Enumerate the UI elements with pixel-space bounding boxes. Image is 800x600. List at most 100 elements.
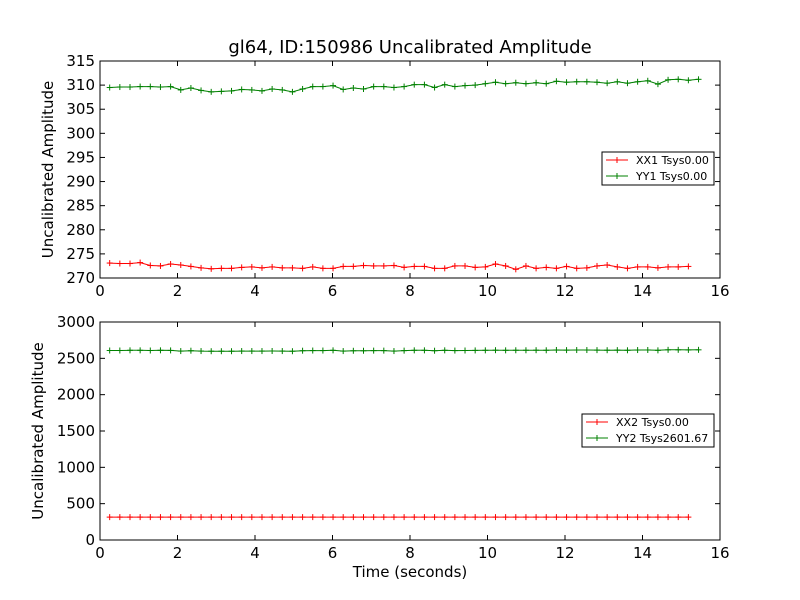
data-point-marker [563, 347, 570, 354]
data-point-marker [411, 81, 418, 88]
data-point-marker [553, 265, 560, 272]
data-point-marker [370, 514, 377, 521]
data-point-marker [441, 514, 448, 521]
data-point-marker [685, 263, 692, 270]
data-point-marker [492, 347, 499, 354]
data-point-marker [462, 82, 469, 89]
data-point-marker [573, 78, 580, 85]
data-point-marker [431, 514, 438, 521]
data-point-marker [401, 264, 408, 271]
data-point-marker [350, 85, 357, 92]
data-point-marker [604, 261, 611, 268]
data-point-marker [644, 514, 651, 521]
data-point-marker [319, 83, 326, 90]
data-point-marker [614, 347, 621, 354]
data-point-marker [299, 514, 306, 521]
data-point-marker [634, 78, 641, 85]
top-legend-entry: XX1 Tsys0.00 [606, 154, 709, 167]
data-point-marker [482, 514, 489, 521]
data-point-marker [106, 347, 113, 354]
data-point-marker [157, 347, 164, 354]
data-point-marker [502, 347, 509, 354]
data-point-marker [248, 86, 255, 93]
data-point-marker [228, 348, 235, 355]
data-point-marker [695, 76, 702, 83]
data-point-marker [208, 348, 215, 355]
data-point-marker [421, 347, 428, 354]
top-x-tick-label: 0 [95, 282, 105, 300]
legend-label: XX1 Tsys0.00 [636, 154, 709, 167]
data-point-marker [411, 347, 418, 354]
top-y-tick-label: 285 [66, 197, 95, 215]
top-y-tick-label: 295 [66, 148, 95, 166]
bottom-x-tick-label: 0 [95, 544, 105, 562]
bottom-y-tick-label: 0 [85, 531, 95, 549]
data-point-marker [319, 514, 326, 521]
data-point-marker [319, 347, 326, 354]
data-point-marker [543, 514, 550, 521]
data-point-marker [137, 347, 144, 354]
data-point-marker [462, 262, 469, 269]
data-point-marker [340, 86, 347, 93]
data-point-marker [177, 514, 184, 521]
data-point-marker [654, 81, 661, 88]
data-point-marker [279, 264, 286, 271]
data-point-marker [279, 514, 286, 521]
data-point-marker [116, 347, 123, 354]
bottom-legend: XX2 Tsys0.00 YY2 Tsys2601.67 [581, 413, 715, 448]
data-point-marker [563, 263, 570, 270]
data-point-marker [492, 514, 499, 521]
data-point-marker [594, 79, 601, 86]
top-x-tick-label: 12 [555, 282, 574, 300]
data-point-marker [401, 83, 408, 90]
data-point-marker [167, 347, 174, 354]
data-point-marker [624, 347, 631, 354]
data-point-marker [553, 346, 560, 353]
data-point-marker [482, 263, 489, 270]
data-point-marker [238, 264, 245, 271]
top-y-tick-label: 300 [66, 124, 95, 142]
data-point-marker [126, 347, 133, 354]
data-point-marker [106, 260, 113, 267]
data-point-marker [675, 76, 682, 83]
data-point-marker [522, 347, 529, 354]
data-point-marker [299, 85, 306, 92]
data-point-marker [299, 347, 306, 354]
data-point-marker [167, 261, 174, 268]
bottom-y-tick-label: 3000 [57, 313, 95, 331]
data-point-marker [390, 348, 397, 355]
data-point-marker [441, 265, 448, 272]
bottom-series-1 [106, 514, 692, 521]
data-point-marker [147, 262, 154, 269]
data-point-marker [319, 265, 326, 272]
data-point-marker [451, 514, 458, 521]
top-y-tick-label: 270 [66, 269, 95, 287]
data-point-marker [248, 348, 255, 355]
data-point-marker [654, 264, 661, 271]
data-point-marker [543, 264, 550, 271]
data-point-marker [167, 83, 174, 90]
data-point-marker [543, 347, 550, 354]
top-legend-box [601, 151, 715, 186]
data-point-marker [258, 264, 265, 271]
data-point-marker [309, 263, 316, 270]
data-point-marker [360, 514, 367, 521]
data-point-marker [218, 88, 225, 95]
data-point-marker [654, 347, 661, 354]
data-point-marker [675, 346, 682, 353]
data-point-marker [644, 346, 651, 353]
data-point-marker [228, 265, 235, 272]
data-point-marker [451, 262, 458, 269]
bottom-series-2 [106, 346, 702, 355]
data-point-marker [472, 82, 479, 89]
data-point-marker [421, 81, 428, 88]
bottom-panel: 0 2 4 6 8 10 12 14 16 0 500 1000 1500 2000 2500 3000 Unc… [29, 313, 730, 562]
data-point-marker [431, 265, 438, 272]
data-point-marker [553, 78, 560, 85]
data-point-marker [462, 514, 469, 521]
data-point-marker [187, 85, 194, 92]
data-point-marker [512, 266, 519, 273]
data-point-marker [309, 83, 316, 90]
data-point-marker [431, 347, 438, 354]
data-point-marker [380, 83, 387, 90]
